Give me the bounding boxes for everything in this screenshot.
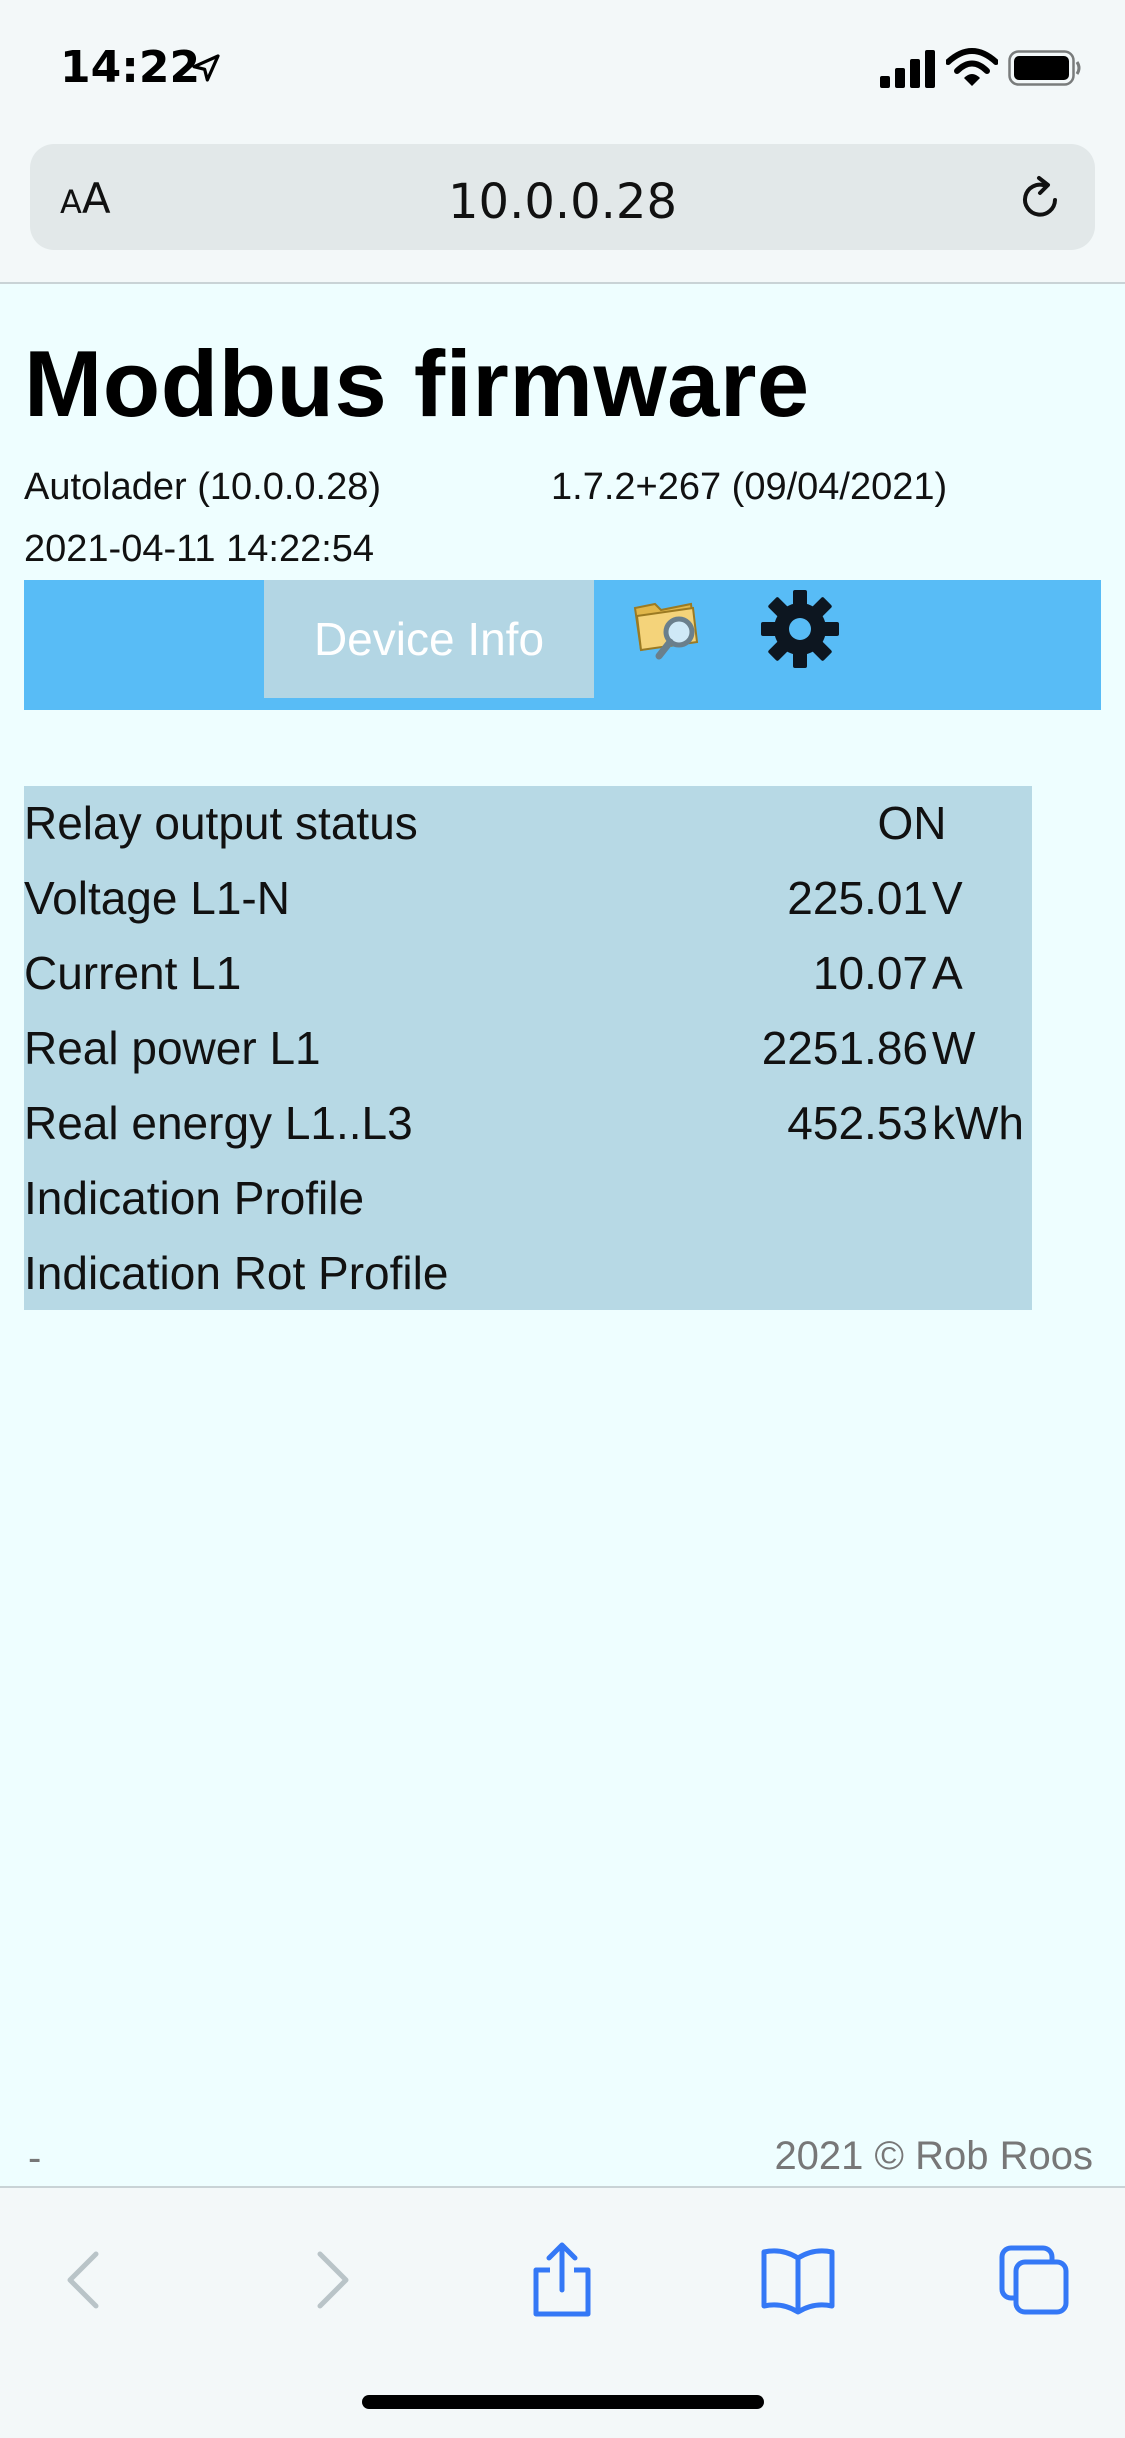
row-value: 2251.86 bbox=[761, 1022, 928, 1074]
table-row: Real energy L1..L3 452.53 kWh bbox=[24, 1086, 1032, 1161]
device-name: Autolader (10.0.0.28) bbox=[24, 466, 382, 508]
table-row: Indication Profile bbox=[24, 1161, 1032, 1236]
row-unit: kWh bbox=[932, 1097, 1024, 1149]
home-indicator[interactable] bbox=[362, 2395, 764, 2409]
back-arrow-icon[interactable] bbox=[48, 2240, 128, 2320]
table-row: Current L1 10.07 A bbox=[24, 936, 1032, 1011]
battery-icon bbox=[1008, 50, 1081, 86]
device-info-table: Relay output status ON Voltage L1-N 225.… bbox=[24, 786, 1032, 1310]
footer-copyright: 2021 © Rob Roos bbox=[774, 2134, 1093, 2178]
row-value: 10.07 bbox=[812, 947, 928, 999]
row-label: Indication Profile bbox=[24, 1172, 365, 1224]
row-value: ON bbox=[877, 797, 947, 849]
forward-arrow-icon[interactable] bbox=[288, 2240, 368, 2320]
row-unit: V bbox=[932, 872, 963, 924]
cellular-signal-icon bbox=[880, 50, 935, 88]
status-time: 14:22 bbox=[60, 42, 201, 93]
share-icon[interactable] bbox=[522, 2240, 602, 2320]
page-title: Modbus firmware bbox=[24, 331, 810, 436]
row-label: Real power L1 bbox=[24, 1022, 321, 1074]
table-row: Indication Rot Profile bbox=[24, 1236, 1032, 1311]
bookmarks-icon[interactable] bbox=[758, 2240, 838, 2320]
row-value: 225.01 bbox=[787, 872, 928, 924]
tab-device-info[interactable]: Device Info bbox=[264, 580, 594, 698]
wifi-icon bbox=[946, 48, 998, 86]
row-unit: A bbox=[932, 947, 963, 999]
address-bar[interactable]: AA 10.0.0.28 bbox=[30, 144, 1095, 250]
browser-address-area: AA 10.0.0.28 bbox=[0, 140, 1125, 284]
row-value: 452.53 bbox=[787, 1097, 928, 1149]
folder-search-icon[interactable] bbox=[629, 590, 709, 666]
row-label: Current L1 bbox=[24, 947, 242, 999]
status-bar: 14:22 bbox=[0, 0, 1125, 140]
footer-dash: - bbox=[28, 2136, 42, 2180]
table-row: Relay output status ON bbox=[24, 786, 1032, 861]
table-row: Real power L1 2251.86 W bbox=[24, 1011, 1032, 1086]
firmware-version: 1.7.2+267 (09/04/2021) bbox=[551, 466, 948, 508]
row-label: Relay output status bbox=[24, 797, 418, 849]
row-label: Voltage L1-N bbox=[24, 872, 290, 924]
row-unit: W bbox=[932, 1022, 976, 1074]
location-arrow-icon bbox=[192, 54, 220, 82]
row-label: Indication Rot Profile bbox=[24, 1247, 449, 1299]
text-size-button[interactable]: AA bbox=[60, 174, 111, 223]
tabs-icon[interactable] bbox=[994, 2240, 1074, 2320]
url-text[interactable]: 10.0.0.28 bbox=[447, 174, 677, 230]
reload-icon[interactable] bbox=[1015, 174, 1065, 224]
row-label: Real energy L1..L3 bbox=[24, 1097, 413, 1149]
device-datetime: 2021-04-11 14:22:54 bbox=[24, 528, 375, 570]
nav-bar: Device Info bbox=[24, 580, 1101, 710]
table-row: Voltage L1-N 225.01 V bbox=[24, 861, 1032, 936]
gear-icon[interactable] bbox=[759, 588, 841, 670]
